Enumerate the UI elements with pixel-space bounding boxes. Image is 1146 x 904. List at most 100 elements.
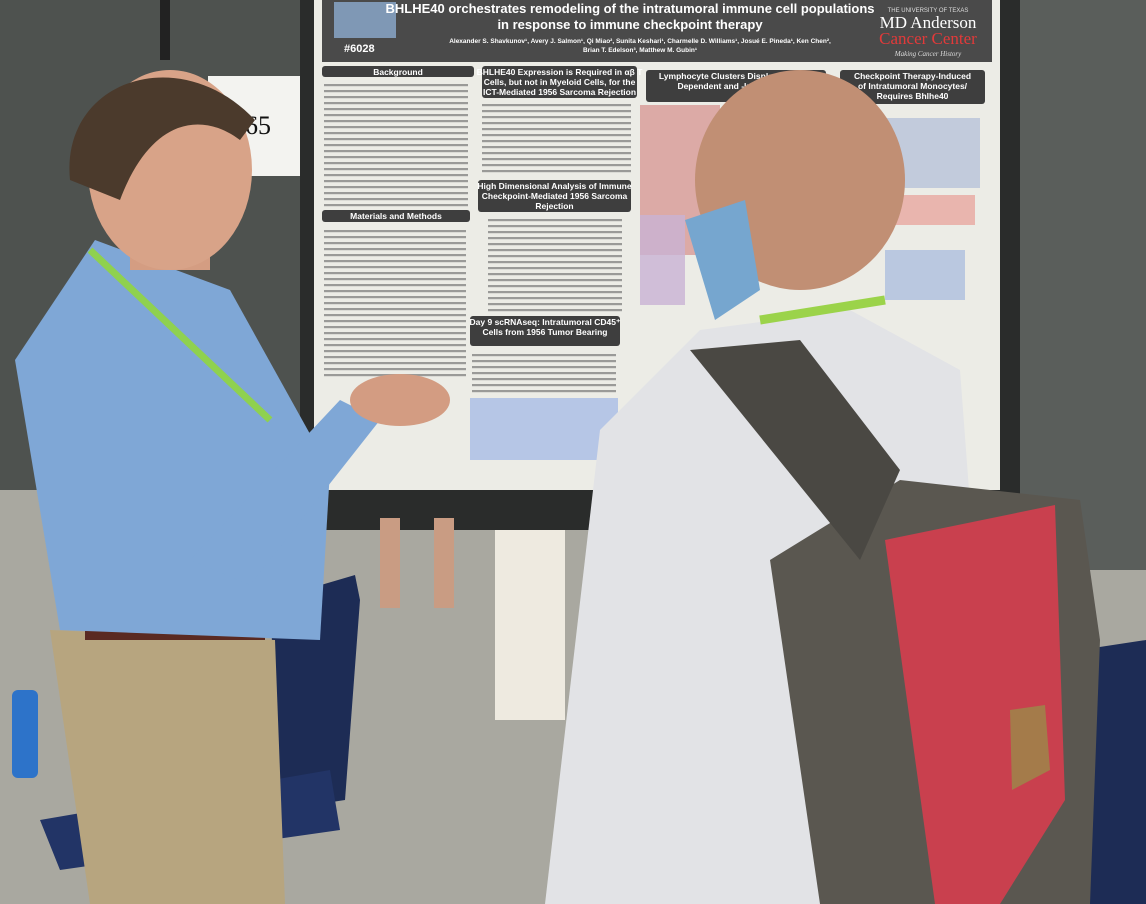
text-line [482,140,631,143]
text-line [482,146,631,149]
section-heading: Background [373,67,423,77]
text-line [482,128,631,131]
text-line [488,243,622,246]
leg [380,518,400,608]
text-line [324,138,468,141]
text-line [324,198,468,201]
lanyard [759,295,886,325]
text-line [324,174,468,177]
text-line [472,378,616,381]
text-line [324,338,466,341]
section-heading-box [322,210,470,222]
text-line [482,170,631,173]
section-heading: Requires Bhlhe40 [877,91,949,101]
text-line [324,120,468,123]
text-line [472,384,616,387]
text-line [324,260,466,263]
figure [885,250,965,300]
water-bottle [12,690,38,778]
poster-title: in response to immune checkpoint therapy [497,17,763,32]
lanyard [87,247,273,423]
figure [640,215,685,305]
text-line [324,230,466,233]
text-line [324,236,466,239]
text-line [324,186,468,189]
text-line [472,372,616,375]
text-line [482,134,631,137]
pants [50,630,285,904]
text-line [482,164,631,167]
header-photo [334,2,396,38]
figure [470,398,618,460]
section-heading: Day 9 scRNAseq: Intratumoral CD45⁺ [470,317,621,327]
section-heading: of Intratumoral Monocytes/ [858,81,968,91]
text-line [324,320,466,323]
pole [160,0,170,60]
section-heading: Checkpoint Therapy-Induced [854,71,971,81]
text-line [324,326,466,329]
text-line [488,285,622,288]
text-line [488,273,622,276]
text-line [488,267,622,270]
text-line [482,122,631,125]
section-heading-box [478,180,631,212]
text-line [324,192,468,195]
text-line [324,266,466,269]
section-heading: High Dimensional Analysis of Immune [477,181,631,191]
text-line [324,314,466,317]
text-line [324,84,468,87]
text-line [488,249,622,252]
hand [350,374,450,426]
text-line [324,302,466,305]
text-line [488,291,622,294]
text-line [324,344,466,347]
text-line [324,284,466,287]
text-line [324,126,468,129]
section-heading: Cells from 1956 Tumor Bearing [482,327,607,337]
text-line [324,296,466,299]
text-line [324,156,468,159]
text-line [324,278,466,281]
text-line [488,309,622,312]
text-line [488,255,622,258]
text-line [324,332,466,335]
text-line [488,219,622,222]
backpack-strap [690,340,900,560]
authors: Alexander S. Shavkunov¹, Avery J. Salmon… [449,38,831,45]
text-line [482,158,631,161]
poster-number: #6028 [344,43,375,55]
text-line [324,356,466,359]
text-line [472,390,616,393]
text-line [488,303,622,306]
text-line [324,102,468,105]
text-line [482,110,631,113]
text-line [324,168,468,171]
institution-name: Cancer Center [879,29,977,48]
trousers [495,530,565,720]
section-heading: Cells, but not in Myeloid Cells, for the [484,77,636,87]
text-line [472,366,616,369]
side-panel [1020,0,1146,570]
section-heading: Materials and Methods [350,211,442,221]
text-line [324,132,468,135]
section-heading-box [470,316,620,346]
text-line [488,225,622,228]
text-line [324,96,468,99]
poster-title: BHLHE40 orchestrates remodeling of the i… [385,1,874,16]
text-line [324,272,466,275]
text-line [488,297,622,300]
text-line [324,368,466,371]
tagline: Making Cancer History [894,50,962,58]
section-heading-box [482,66,637,98]
section-heading-box [322,66,474,77]
text-line [324,114,468,117]
text-line [482,104,631,107]
section-heading-box [840,70,985,104]
text-line [324,248,466,251]
section-heading: Checkpoint-Mediated 1956 Sarcoma [482,191,628,201]
text-line [482,152,631,155]
text-line [324,180,468,183]
